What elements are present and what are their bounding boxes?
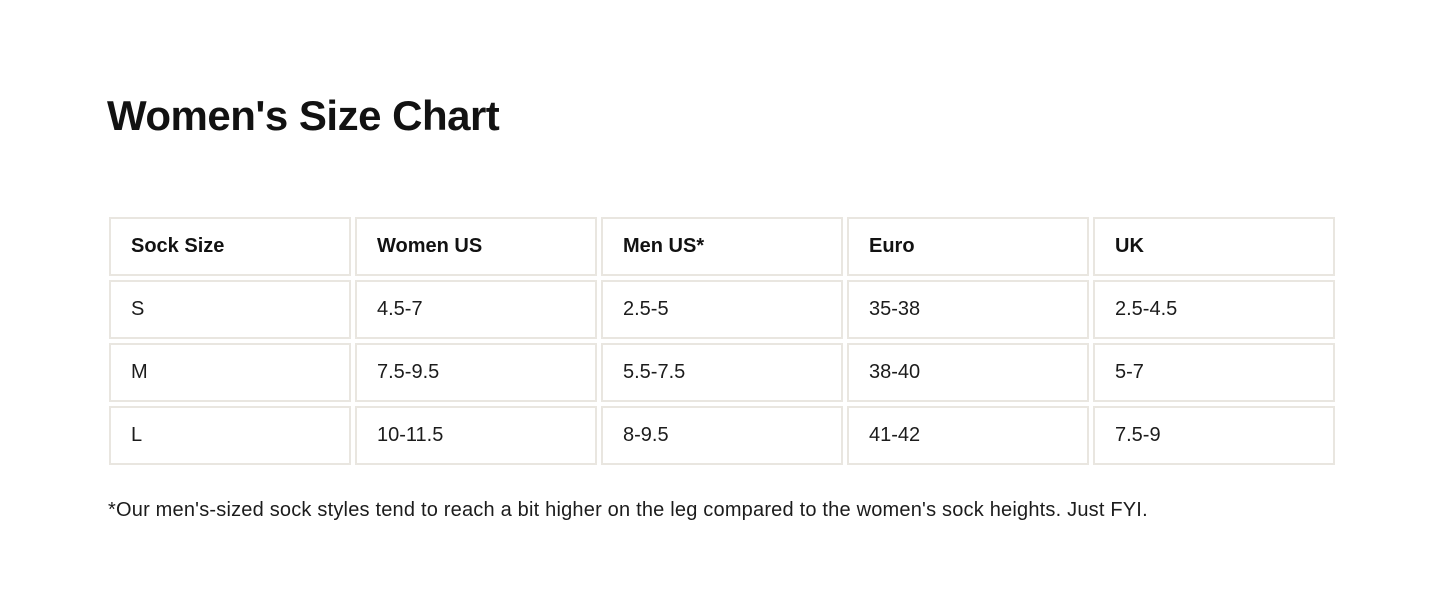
size-chart-table: Sock Size Women US Men US* Euro UK S 4.5… [105,213,1339,469]
cell-men-us: 5.5-7.5 [601,343,843,402]
column-header-sock-size: Sock Size [109,217,351,276]
table-header: Sock Size Women US Men US* Euro UK [109,217,1335,276]
header-row: Sock Size Women US Men US* Euro UK [109,217,1335,276]
table-body: S 4.5-7 2.5-5 35-38 2.5-4.5 M 7.5-9.5 5.… [109,280,1335,465]
table-row-size-s: S 4.5-7 2.5-5 35-38 2.5-4.5 [109,280,1335,339]
cell-euro: 41-42 [847,406,1089,465]
column-header-euro: Euro [847,217,1089,276]
column-header-men-us: Men US* [601,217,843,276]
cell-men-us: 8-9.5 [601,406,843,465]
cell-sock-size: L [109,406,351,465]
cell-euro: 38-40 [847,343,1089,402]
column-header-women-us: Women US [355,217,597,276]
cell-uk: 5-7 [1093,343,1335,402]
table-row-size-m: M 7.5-9.5 5.5-7.5 38-40 5-7 [109,343,1335,402]
cell-uk: 7.5-9 [1093,406,1335,465]
page-title: Women's Size Chart [107,92,500,139]
footnote: *Our men's-sized sock styles tend to rea… [108,499,1148,521]
cell-sock-size: S [109,280,351,339]
cell-uk: 2.5-4.5 [1093,280,1335,339]
cell-men-us: 2.5-5 [601,280,843,339]
table-row-size-l: L 10-11.5 8-9.5 41-42 7.5-9 [109,406,1335,465]
cell-women-us: 7.5-9.5 [355,343,597,402]
cell-euro: 35-38 [847,280,1089,339]
cell-sock-size: M [109,343,351,402]
cell-women-us: 10-11.5 [355,406,597,465]
cell-women-us: 4.5-7 [355,280,597,339]
column-header-uk: UK [1093,217,1335,276]
